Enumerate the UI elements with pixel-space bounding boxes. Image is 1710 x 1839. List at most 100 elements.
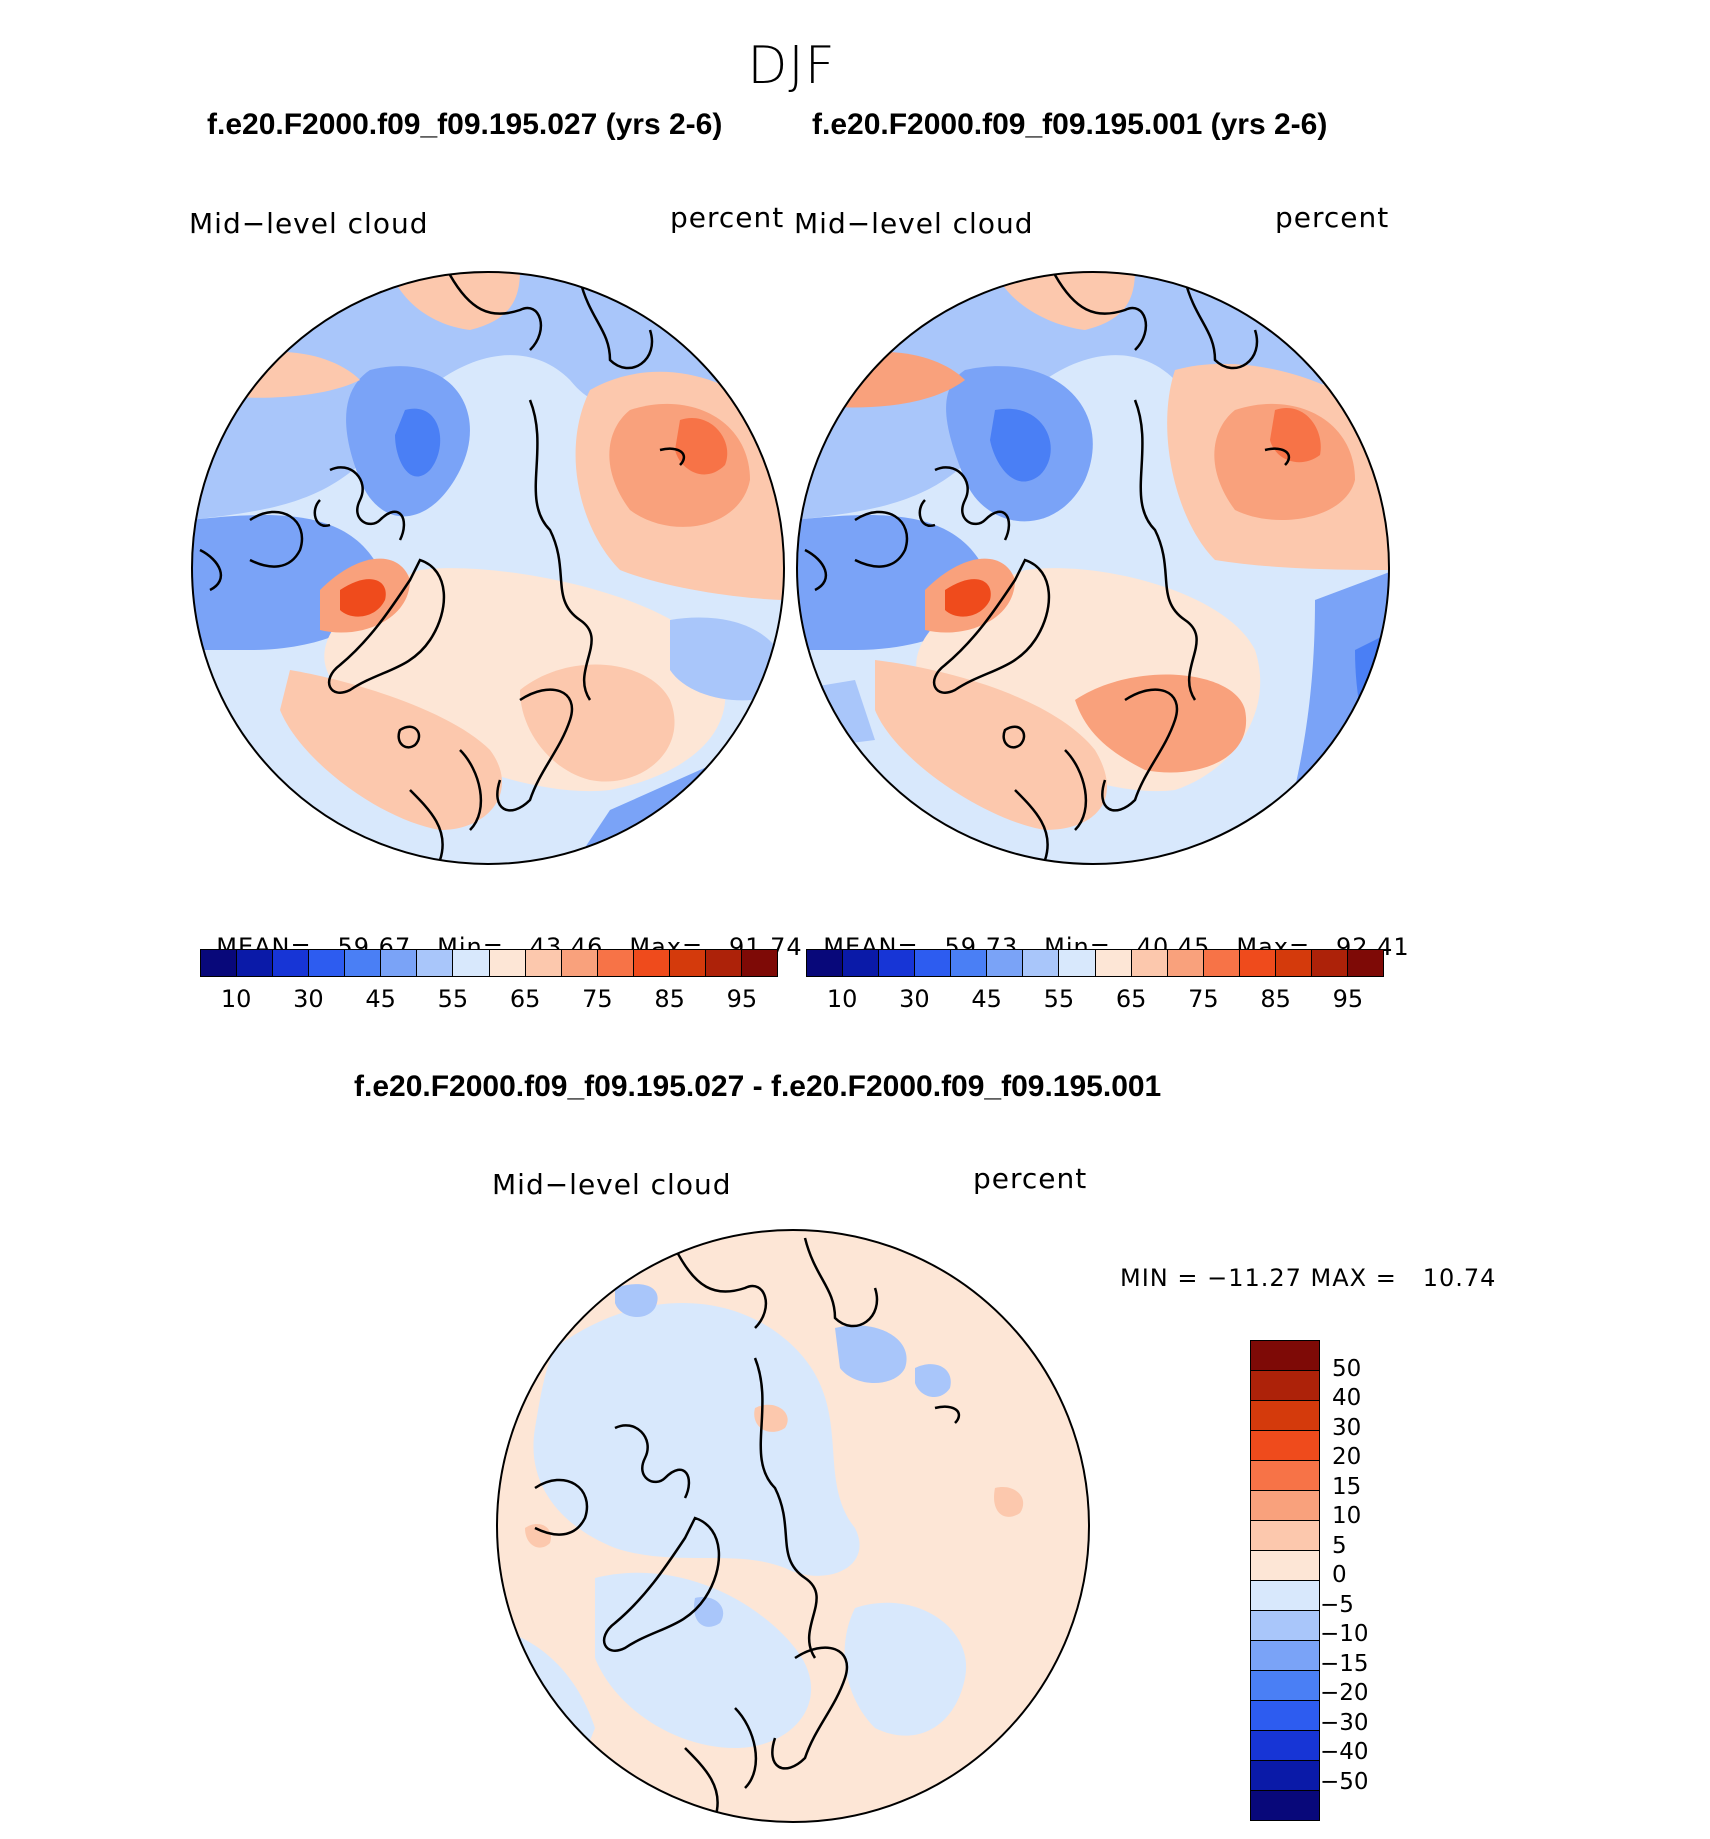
right-variable-label: Mid−level cloud (794, 207, 1034, 240)
diff-minmax: MIN = −11.27 MAX = 10.74 (1120, 1264, 1497, 1292)
colorbar-swatch (1131, 950, 1168, 976)
colorbar-tick-label: 55 (1043, 985, 1075, 1013)
map-coastline (753, 1357, 818, 1659)
map-coastline (771, 1646, 849, 1770)
colorbar-tick-label: 10 (1332, 1503, 1362, 1529)
map-fill (994, 1487, 1024, 1517)
map-coastline (684, 1707, 758, 1819)
colorbar-swatch (1251, 1461, 1319, 1491)
colorbar-swatch (561, 950, 598, 976)
colorbar-swatch (417, 950, 454, 976)
colorbar-tick-label: −5 (1320, 1591, 1354, 1618)
colorbar-swatch (1251, 1401, 1319, 1431)
colorbar-tick-label: 75 (1188, 985, 1219, 1013)
colorbar-swatch (489, 950, 526, 976)
map-fill (844, 1602, 967, 1736)
map-fill (1355, 630, 1389, 790)
map-fill (875, 660, 1107, 830)
colorbar-tick-label: 0 (1332, 1562, 1347, 1588)
map-coastline (1264, 447, 1291, 466)
map-coastline (534, 1478, 589, 1536)
map-fill (615, 1284, 658, 1318)
map-fill (595, 1572, 812, 1748)
diff-units-label: percent (973, 1162, 1088, 1195)
colorbar-swatch (1251, 1671, 1319, 1701)
diff-polar-map (496, 1229, 1090, 1823)
map-coastline (933, 558, 1051, 694)
colorbar-tick-label: −20 (1320, 1680, 1369, 1706)
map-fill (525, 1523, 551, 1548)
colorbar-tick-label: −10 (1320, 1621, 1369, 1647)
colorbar-swatch (915, 950, 952, 976)
map-fill (390, 272, 520, 330)
map-coastline (934, 1405, 961, 1424)
colorbar-swatch (1251, 1791, 1319, 1820)
colorbar-tick-label: 30 (899, 985, 930, 1013)
colorbar-tick-label: −30 (1320, 1709, 1369, 1736)
colorbar-tick-label: 10 (220, 985, 252, 1013)
colorbar-swatch (1023, 950, 1060, 976)
map-coastline (1133, 399, 1198, 701)
colorbar-tick-label: 55 (437, 985, 469, 1013)
right-units-label: percent (1275, 201, 1390, 234)
map-fill (395, 408, 441, 477)
colorbar-swatch (1251, 1611, 1319, 1641)
colorbar-swatch (1251, 1551, 1319, 1581)
colorbar-swatch (1167, 950, 1204, 976)
colorbar-swatch (1251, 1701, 1319, 1731)
colorbar-tick-label: 45 (971, 985, 1002, 1013)
right-colorbar-swatches (806, 949, 1384, 977)
colorbar-swatch (237, 950, 274, 976)
colorbar-swatch (1275, 950, 1312, 976)
colorbar-swatch (879, 950, 916, 976)
colorbar-tick-label: 75 (582, 985, 613, 1013)
colorbar-tick-label: 85 (1260, 985, 1291, 1013)
colorbar-swatch (1311, 950, 1348, 976)
map-coastline (659, 447, 686, 466)
colorbar-swatch (1239, 950, 1276, 976)
colorbar-swatch (1095, 950, 1132, 976)
map-fill (340, 579, 386, 617)
colorbar-tick-label: 40 (1332, 1385, 1362, 1411)
colorbar-swatch (453, 950, 490, 976)
colorbar-swatch (1251, 1341, 1319, 1371)
map-fill (533, 1303, 860, 1576)
season-title: DJF (747, 36, 836, 96)
map-fill (797, 272, 1389, 520)
colorbar-swatch (309, 950, 346, 976)
map-fill (835, 1325, 907, 1383)
map-coastline (397, 725, 421, 749)
map-coastline (448, 274, 654, 370)
map-coastline (1101, 688, 1179, 812)
left-colorbar: 10 30 45 55 65 75 85 95 (200, 949, 778, 1013)
colorbar-tick-label: 65 (509, 985, 541, 1013)
colorbar-swatch (1251, 1761, 1319, 1791)
map-coastline (199, 510, 304, 592)
colorbar-swatch (1347, 950, 1383, 976)
colorbar-swatch (951, 950, 988, 976)
colorbar-tick-label: 65 (1115, 985, 1147, 1013)
map-fill (1075, 674, 1247, 773)
map-coastline (496, 688, 574, 812)
colorbar-swatch (597, 950, 634, 976)
colorbar-swatch (633, 950, 670, 976)
colorbar-swatch (987, 950, 1024, 976)
map-fill (520, 664, 675, 782)
colorbar-swatch (201, 950, 238, 976)
colorbar-tick-label: 95 (726, 985, 758, 1013)
map-coastline (918, 466, 1011, 541)
colorbar-swatch (1251, 1491, 1319, 1521)
map-coastline (328, 558, 446, 694)
right-case-title: f.e20.F2000.f09_f09.195.001 (yrs 2-6) (812, 108, 1328, 141)
diff-case-title: f.e20.F2000.f09_f09.195.027 - f.e20.F200… (354, 1070, 1162, 1103)
left-colorbar-swatches (200, 949, 778, 977)
colorbar-swatch (1251, 1641, 1319, 1671)
left-case-title: f.e20.F2000.f09_f09.195.027 (yrs 2-6) (207, 108, 723, 141)
right-colorbar-ticks: 10 30 45 55 65 75 85 95 (806, 977, 1384, 1013)
colorbar-swatch (843, 950, 880, 976)
diff-colorbar: 50 40 30 20 15 10 5 0 −5 −10 −15 −20 −30 −40 −50 (1250, 1340, 1369, 1821)
colorbar-swatch (1251, 1521, 1319, 1551)
colorbar-tick-label: −15 (1320, 1650, 1369, 1677)
map-coastline (804, 510, 909, 592)
colorbar-swatch (525, 950, 562, 976)
